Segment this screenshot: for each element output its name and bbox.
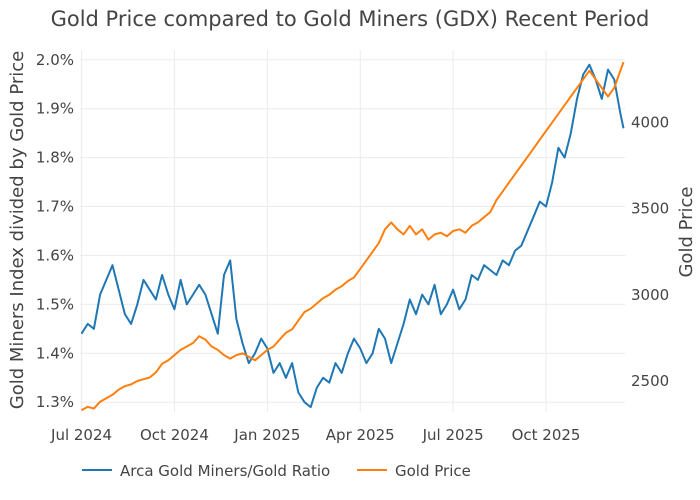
- y-tick-label: 1.4%: [36, 344, 74, 362]
- y-tick-label: 1.5%: [36, 295, 74, 313]
- y-tick-label: 1.6%: [36, 246, 74, 264]
- y2-tick-label: 4000: [631, 113, 669, 131]
- y-tick-label: 1.9%: [36, 100, 74, 118]
- y-tick-label: 2.0%: [36, 51, 74, 69]
- y2-tick-label: 3500: [631, 200, 669, 218]
- y-tick-label: 1.7%: [36, 198, 74, 216]
- x-tick-label: Apr 2025: [326, 426, 395, 444]
- x-tick-label: Oct 2024: [140, 426, 209, 444]
- y-tick-label: 1.8%: [36, 149, 74, 167]
- legend: Arca Gold Miners/Gold Ratio Gold Price: [82, 462, 471, 480]
- y2-axis-ticks: 2500 3000 3500 4000: [631, 113, 669, 390]
- y2-axis-title: Gold Price: [676, 186, 697, 277]
- series-line-ratio: [80, 63, 625, 409]
- x-axis-ticks: Jul 2024 Oct 2024 Jan 2025 Apr 2025 Jul 2025…: [50, 426, 580, 444]
- x-tick-label: Jan 2025: [233, 426, 300, 444]
- legend-label: Arca Gold Miners/Gold Ratio: [120, 462, 330, 480]
- grid-layer: [80, 50, 625, 412]
- legend-label: Gold Price: [395, 462, 471, 480]
- x-tick-label: Oct 2025: [512, 426, 581, 444]
- y-axis-title: Gold Miners Index divided by Gold Price: [7, 51, 28, 409]
- y2-tick-label: 2500: [631, 372, 669, 390]
- x-tick-label: Jul 2025: [422, 426, 484, 444]
- y-tick-label: 1.3%: [36, 393, 74, 411]
- series-line-gold-price: [81, 61, 625, 412]
- y-axis-ticks: 1.3% 1.4% 1.5% 1.6% 1.7% 1.8% 1.9% 2.0%: [36, 51, 74, 411]
- series-layer: [80, 61, 625, 412]
- chart-title: Gold Price compared to Gold Miners (GDX)…: [51, 7, 650, 31]
- x-tick-label: Jul 2024: [50, 426, 112, 444]
- y2-tick-label: 3000: [631, 286, 669, 304]
